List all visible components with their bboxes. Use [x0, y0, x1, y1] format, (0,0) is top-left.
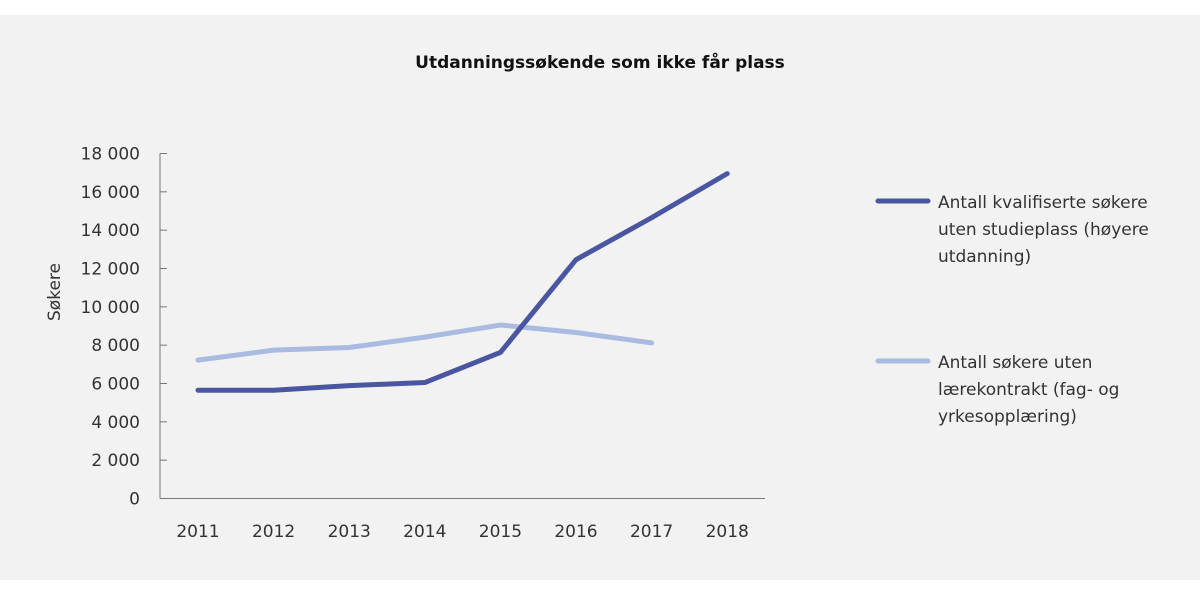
x-tick-label: 2012 — [252, 522, 295, 542]
x-tick-label: 2015 — [479, 522, 522, 542]
x-tick-label: 2011 — [176, 522, 219, 542]
y-tick-label: 8 000 — [91, 336, 140, 356]
y-tick-label: 14 000 — [81, 221, 140, 241]
y-axis-label: Søkere — [45, 263, 65, 321]
legend-label-1: utdanning) — [938, 247, 1031, 267]
y-tick-label: 16 000 — [81, 183, 140, 203]
x-tick-label: 2018 — [706, 522, 749, 542]
legend-label-2: yrkesopplæring) — [938, 407, 1077, 427]
y-tick-label: 4 000 — [91, 413, 140, 433]
y-tick-label: 18 000 — [81, 145, 140, 165]
series-line-2 — [195, 322, 655, 363]
chart-panel — [0, 15, 1200, 580]
y-tick-label: 2 000 — [91, 451, 140, 471]
x-tick-label: 2017 — [630, 522, 673, 542]
y-tick-label: 10 000 — [81, 298, 140, 318]
y-tick-label: 0 — [129, 490, 140, 510]
x-tick-label: 2016 — [554, 522, 597, 542]
legend-label-1: uten studieplass (høyere — [938, 220, 1149, 240]
legend-label-2: lærekontrakt (fag- og — [938, 380, 1119, 400]
y-tick-label: 6 000 — [91, 375, 140, 395]
chart-title: Utdanningssøkende som ikke får plass — [415, 51, 785, 73]
x-tick-label: 2014 — [403, 522, 446, 542]
legend-label-1: Antall kvalifiserte søkere — [938, 193, 1148, 213]
legend-label-2: Antall søkere uten — [938, 353, 1092, 373]
x-tick-label: 2013 — [328, 522, 371, 542]
y-tick-label: 12 000 — [81, 260, 140, 280]
series-line-1 — [195, 171, 730, 393]
